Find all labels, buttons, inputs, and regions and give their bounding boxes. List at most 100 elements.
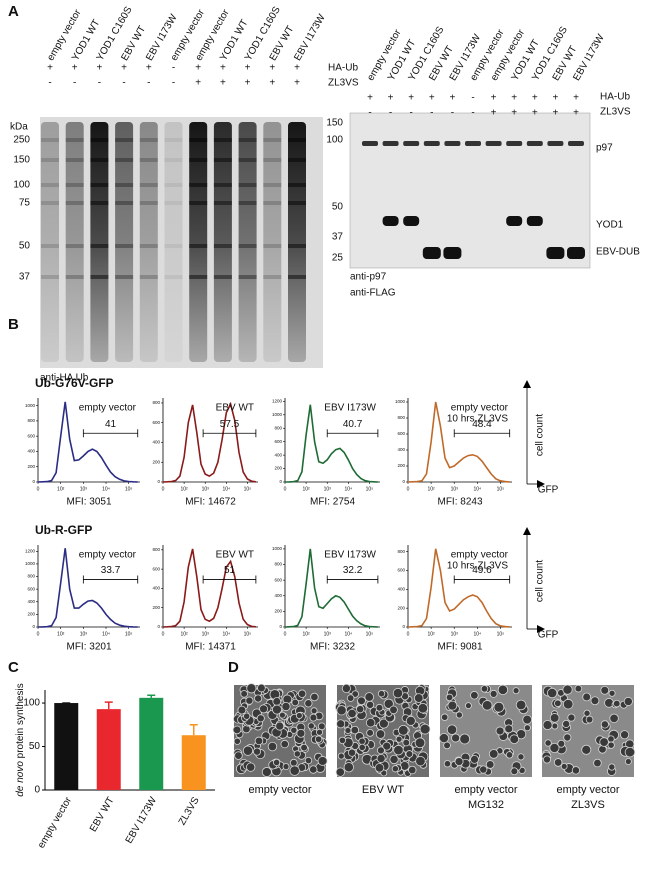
cell <box>289 758 298 767</box>
cell <box>281 701 291 712</box>
histogram <box>284 404 378 483</box>
y-tick-label: 600 <box>27 586 35 591</box>
image-caption: empty vector <box>455 784 518 796</box>
cell <box>485 760 495 769</box>
gate <box>326 429 379 438</box>
marker-label: 37 <box>19 272 31 283</box>
cell <box>571 766 581 775</box>
cell <box>480 685 489 693</box>
cell <box>405 750 414 758</box>
y-tick-label: 50 <box>29 741 41 752</box>
band <box>164 201 183 205</box>
lane-sign: + <box>511 108 517 119</box>
band <box>547 141 564 146</box>
lane-sign: + <box>96 63 102 74</box>
band <box>41 158 59 162</box>
y-tick-label: 200 <box>397 605 405 610</box>
caption: anti-HA Ub <box>40 373 89 384</box>
cell <box>451 733 461 743</box>
smear <box>213 122 232 362</box>
arrow-head <box>523 527 531 535</box>
smear <box>288 122 306 362</box>
y-tick-label: 0 <box>157 624 160 629</box>
band <box>189 275 208 279</box>
cell <box>337 752 345 760</box>
y-tick-label: 1200 <box>272 399 283 404</box>
lane-sign: + <box>220 78 226 89</box>
x-tick-label: 10⁴ <box>344 486 352 492</box>
y-axis-label: de novo protein synthesis <box>15 683 26 796</box>
cell <box>272 758 281 767</box>
y-tick-label: 800 <box>397 549 405 554</box>
x-tick-label: 10³ <box>202 486 210 492</box>
cell <box>304 699 313 708</box>
x-tick-label: 10⁴ <box>473 486 481 492</box>
band <box>263 275 282 279</box>
band <box>164 275 183 279</box>
cell <box>553 758 563 767</box>
cell <box>505 751 514 759</box>
cell <box>454 757 464 767</box>
cell <box>517 753 525 761</box>
band <box>238 201 257 205</box>
sample-label: EBV WT <box>216 403 254 414</box>
lane-sign: - <box>410 108 413 119</box>
x-tick-label: 10² <box>302 486 310 492</box>
cell <box>445 693 454 702</box>
band <box>164 158 183 162</box>
arrow-head <box>537 625 545 633</box>
band <box>213 275 232 279</box>
cell <box>343 762 354 773</box>
cell <box>470 754 479 764</box>
band <box>90 158 109 162</box>
cell <box>336 719 346 729</box>
cell <box>574 684 583 693</box>
lane-sign: - <box>368 108 371 119</box>
band <box>568 141 584 146</box>
lane-sign: - <box>172 78 175 89</box>
lane-sign: + <box>269 63 275 74</box>
y-tick-label: 800 <box>152 400 160 405</box>
band <box>189 158 208 162</box>
band <box>526 216 543 226</box>
panel-label: D <box>228 659 239 676</box>
y-tick-label: 400 <box>397 447 405 452</box>
histogram <box>37 548 138 628</box>
x-tick-label: 10⁴ <box>222 486 230 492</box>
blot-right <box>349 112 591 269</box>
cell <box>440 713 449 721</box>
lane-sign: + <box>388 93 394 104</box>
image-caption: EBV WT <box>362 784 404 796</box>
cell <box>314 735 323 743</box>
band <box>164 183 183 187</box>
cell <box>612 699 621 708</box>
x-tick-label: 10³ <box>324 631 332 637</box>
y-tick-label: 800 <box>274 425 282 430</box>
cell <box>489 689 498 698</box>
cell <box>583 709 591 717</box>
error-bar <box>104 701 113 710</box>
x-tick-label: 0 <box>37 631 40 637</box>
x-tick-label: 0 <box>284 631 287 637</box>
cell <box>358 743 366 752</box>
band <box>465 141 481 146</box>
x-tick-label: 10³ <box>451 486 459 492</box>
cell <box>549 742 560 754</box>
row-label: HA-Ub <box>328 63 358 74</box>
y-axis-label: cell count <box>535 560 546 602</box>
gate <box>453 429 511 438</box>
y-tick-label: 800 <box>274 562 282 567</box>
band <box>213 138 232 142</box>
x-tick-label: 10² <box>302 631 310 637</box>
cell <box>624 758 632 765</box>
x-tick-label: 0 <box>407 631 410 637</box>
lane-sign: + <box>195 63 201 74</box>
y-tick-label: 1000 <box>25 561 36 566</box>
cell <box>504 724 514 734</box>
band <box>213 183 232 187</box>
x-tick-label: 0 <box>162 486 165 492</box>
cell <box>338 736 347 745</box>
y-tick-label: 0 <box>402 479 405 484</box>
y-tick-label: 600 <box>152 420 160 425</box>
band <box>115 275 134 279</box>
